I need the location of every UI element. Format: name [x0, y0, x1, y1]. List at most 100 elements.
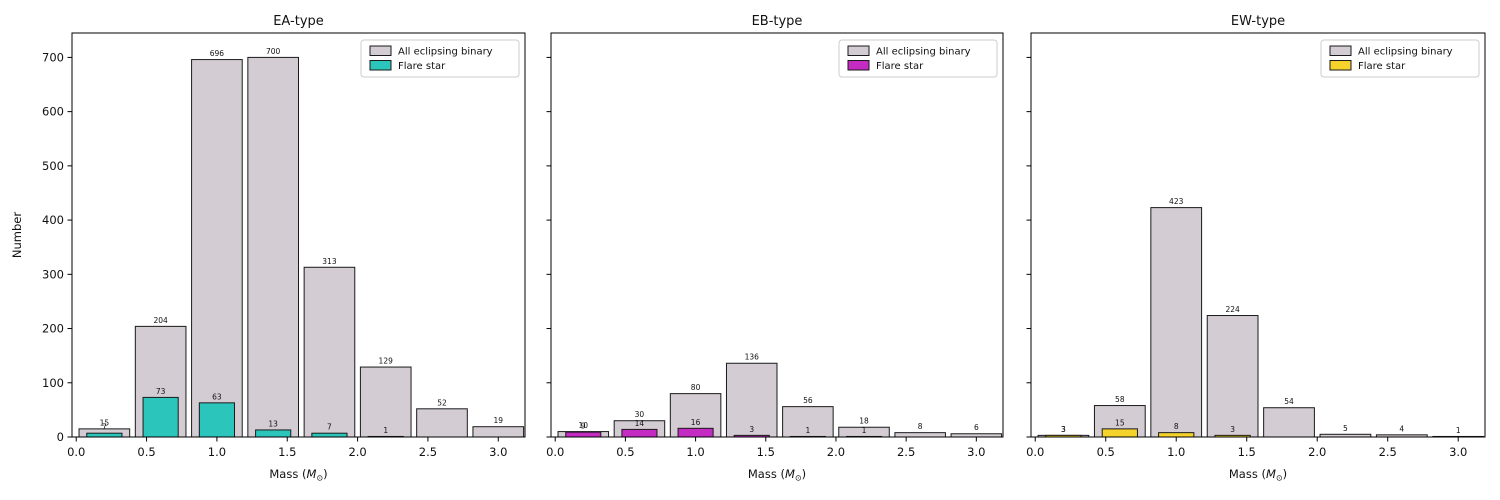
- x-tick-label: 1.5: [757, 445, 775, 459]
- bar-value-label: 19: [493, 416, 503, 425]
- x-tick-label: 2.0: [827, 445, 845, 459]
- panel-title: EB-type: [752, 14, 803, 29]
- bar-value-label: 1: [862, 426, 867, 435]
- flare-star-bar: [621, 428, 658, 438]
- legend: All eclipsing binary Flare star: [1320, 39, 1480, 78]
- x-tick-label: 0.5: [616, 445, 634, 459]
- legend-box: [360, 39, 520, 78]
- bar-value-label: 15: [100, 418, 110, 427]
- flare-star-bar: [565, 431, 602, 438]
- legend: All eclipsing binary Flare star: [360, 39, 520, 78]
- legend-label: Flare star: [398, 61, 446, 72]
- x-tick-label: 1.5: [278, 445, 296, 459]
- flare-star-bar: [255, 429, 292, 438]
- flare-star-bar: [86, 432, 123, 438]
- x-tick-label: 2.0: [348, 445, 366, 459]
- bar-value-label: 423: [1169, 197, 1184, 206]
- all-binary-bar: [359, 366, 412, 438]
- x-tick-label: 0.0: [546, 445, 564, 459]
- x-tick-label: 2.0: [1308, 445, 1326, 459]
- bar-value-label: 129: [379, 357, 394, 366]
- legend-swatch-all-binary: [369, 45, 392, 56]
- bar-value-label: 700: [266, 47, 281, 56]
- bar-value-label: 52: [437, 398, 447, 407]
- bar-value-label: 56: [803, 396, 813, 405]
- bar-value-label: 16: [691, 418, 701, 427]
- bar-value-label: 9: [581, 422, 586, 431]
- bar-value-label: 6: [974, 423, 979, 432]
- x-tick-label: 0.0: [1026, 445, 1044, 459]
- bar-value-label: 1: [1456, 426, 1461, 435]
- panel-eb-type: EB-type 10 30 80 136 56 18 8 6 9 14 16 3 1 1 0.0 0.5 1.0 1…: [546, 14, 1004, 483]
- y-axis-label: Number: [10, 212, 24, 258]
- legend: All eclipsing binary Flare star: [838, 39, 998, 78]
- legend-swatch-flare-star: [1329, 60, 1352, 71]
- bar-value-label: 14: [635, 419, 645, 428]
- x-axis-label: Mass (M⊙): [1229, 467, 1287, 483]
- all-binary-bar: [303, 266, 356, 438]
- bar-value-label: 3: [749, 425, 754, 434]
- all-binary-bar: [191, 59, 243, 438]
- x-tick-label: 0.0: [67, 445, 85, 459]
- legend-label: All eclipsing binary: [876, 47, 971, 58]
- bar-value-label: 8: [918, 422, 923, 431]
- bar-value-label: 1: [805, 426, 810, 435]
- x-tick-label: 2.5: [419, 445, 437, 459]
- bar-value-label: 7: [327, 423, 332, 432]
- bar-value-label: 3: [1061, 425, 1066, 434]
- bar-value-label: 136: [745, 353, 760, 362]
- bar-value-label: 7: [102, 423, 107, 432]
- bar-value-label: 63: [212, 392, 222, 401]
- bar-value-label: 18: [859, 417, 869, 426]
- x-tick-label: 0.5: [1097, 445, 1115, 459]
- x-tick-label: 1.5: [1238, 445, 1256, 459]
- legend-label: Flare star: [1358, 61, 1406, 72]
- bar-value-label: 13: [268, 419, 278, 428]
- flare-star-bar: [1101, 428, 1138, 438]
- axes-frame: [550, 32, 1004, 438]
- flare-star-bar: [311, 432, 348, 438]
- x-tick-label: 3.0: [489, 445, 507, 459]
- legend-swatch-all-binary: [1329, 45, 1352, 56]
- x-tick-label: 2.5: [897, 445, 915, 459]
- all-binary-bar: [894, 432, 946, 438]
- bar-value-label: 30: [635, 410, 645, 419]
- legend-swatch-flare-star: [369, 60, 392, 71]
- flare-star-bar: [1158, 432, 1195, 438]
- all-binary-bar: [416, 408, 468, 438]
- bar-value-label: 80: [691, 383, 701, 392]
- axes-frame: [1030, 32, 1486, 438]
- bar-value-label: 15: [1115, 418, 1125, 427]
- legend-swatch-all-binary: [847, 45, 870, 56]
- panel-title: EA-type: [273, 14, 324, 29]
- x-tick-label: 2.5: [1379, 445, 1397, 459]
- y-tick-label: 300: [42, 267, 64, 281]
- y-tick-label: 0: [57, 430, 64, 444]
- all-binary-bar: [1263, 407, 1315, 438]
- y-tick-label: 600: [42, 105, 64, 119]
- flare-star-bar: [677, 427, 714, 438]
- bar-value-label: 313: [322, 257, 337, 266]
- bar-value-label: 8: [1174, 422, 1179, 431]
- all-binary-bar: [472, 426, 525, 438]
- panel-title: EW-type: [1231, 14, 1285, 29]
- y-tick-label: 700: [42, 50, 64, 64]
- all-binary-bar: [1206, 315, 1259, 438]
- bar-value-label: 1: [383, 426, 388, 435]
- x-tick-label: 1.0: [208, 445, 226, 459]
- bar-value-label: 54: [1284, 397, 1294, 406]
- axes-frame: [71, 32, 526, 438]
- flare-star-bar: [142, 396, 179, 438]
- all-binary-bar: [247, 56, 300, 438]
- y-tick-label: 100: [42, 376, 64, 390]
- legend-label: All eclipsing binary: [1358, 47, 1453, 58]
- x-tick-label: 1.0: [686, 445, 704, 459]
- flare-star-bar: [198, 402, 235, 438]
- bar-value-label: 3: [1061, 425, 1066, 434]
- legend-box: [1320, 39, 1480, 78]
- x-axis-label: Mass (M⊙): [748, 467, 806, 483]
- legend-box: [838, 39, 998, 78]
